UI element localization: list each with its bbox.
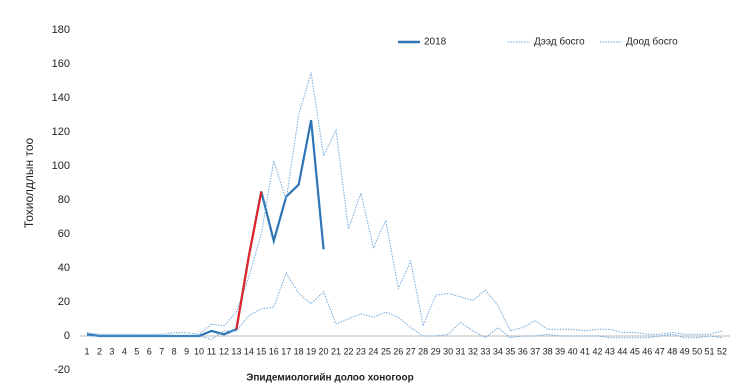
x-tick-label: 43 — [605, 346, 615, 356]
x-tick-label: 14 — [244, 346, 254, 356]
x-tick-label: 18 — [294, 346, 304, 356]
x-tick-label: 40 — [568, 346, 578, 356]
series-line — [86, 72, 723, 335]
y-tick-label: 100 — [52, 160, 70, 172]
x-tick-label: 28 — [418, 346, 428, 356]
x-tick-label: 33 — [480, 346, 490, 356]
x-tick-label: 47 — [655, 346, 665, 356]
x-tick-label: 2 — [97, 346, 102, 356]
x-tick-label: 7 — [159, 346, 164, 356]
x-tick-label: 6 — [147, 346, 152, 356]
x-tick-label: 13 — [231, 346, 241, 356]
x-tick-label: 37 — [530, 346, 540, 356]
x-tick-label: 34 — [493, 346, 503, 356]
y-tick-label: 60 — [58, 228, 70, 240]
x-tick-label: 27 — [406, 346, 416, 356]
y-axis-label: Тохиолдлын тоо — [22, 138, 36, 229]
legend-label: 2018 — [424, 37, 447, 48]
x-tick-label: 10 — [194, 346, 204, 356]
x-tick-label: 50 — [692, 346, 702, 356]
x-tick-label: 35 — [505, 346, 515, 356]
x-tick-label: 26 — [393, 346, 403, 356]
highlight-line — [235, 191, 263, 330]
x-tick-label: 38 — [543, 346, 553, 356]
x-tick-label: 1 — [84, 346, 89, 356]
x-tick-label: 21 — [331, 346, 341, 356]
legend-label: Доод босго — [626, 36, 678, 48]
x-tick-label: 22 — [343, 346, 353, 356]
x-axis-label: Эпидемиологийн долоо хоногоор — [246, 373, 413, 383]
x-tick-label: 8 — [172, 346, 177, 356]
x-tick-label: 16 — [269, 346, 279, 356]
y-tick-label: 160 — [52, 58, 70, 70]
x-tick-label: 44 — [617, 346, 627, 356]
x-tick-label: 31 — [456, 346, 466, 356]
x-tick-label: 15 — [256, 346, 266, 356]
legend-label: Дээд босго — [534, 36, 585, 48]
x-tick-label: 19 — [306, 346, 316, 356]
y-tick-label: 20 — [58, 296, 70, 308]
x-tick-label: 5 — [134, 346, 139, 356]
y-tick-label: 180 — [52, 24, 70, 36]
y-tick-label: 0 — [64, 330, 70, 342]
y-tick-label: 140 — [52, 92, 70, 104]
x-tick-label: 12 — [219, 346, 229, 356]
x-tick-label: 9 — [184, 346, 189, 356]
x-tick-label: 4 — [122, 346, 127, 356]
x-tick-label: 24 — [368, 346, 378, 356]
x-tick-label: 30 — [443, 346, 453, 356]
x-tick-label: 49 — [680, 346, 690, 356]
x-tick-label: 45 — [630, 346, 640, 356]
x-tick-label: 36 — [518, 346, 528, 356]
x-tick-label: 29 — [431, 346, 441, 356]
x-tick-label: 42 — [592, 346, 602, 356]
x-tick-label: 23 — [356, 346, 366, 356]
x-tick-label: 46 — [642, 346, 652, 356]
x-tick-label: 17 — [281, 346, 291, 356]
x-tick-label: 52 — [717, 346, 727, 356]
x-tick-label: 32 — [468, 346, 478, 356]
x-tick-label: 25 — [381, 346, 391, 356]
x-tick-label: 3 — [109, 346, 114, 356]
x-tick-label: 20 — [319, 346, 329, 356]
x-tick-label: 48 — [667, 346, 677, 356]
y-tick-label: -20 — [54, 364, 70, 376]
series-line — [86, 119, 325, 338]
y-tick-label: 40 — [58, 262, 70, 274]
x-tick-label: 39 — [555, 346, 565, 356]
x-tick-label: 11 — [207, 346, 216, 356]
y-tick-label: 120 — [52, 126, 70, 138]
y-tick-label: 80 — [58, 194, 70, 206]
x-tick-label: 41 — [580, 346, 590, 356]
series-line — [87, 271, 723, 340]
x-tick-label: 51 — [705, 346, 715, 356]
